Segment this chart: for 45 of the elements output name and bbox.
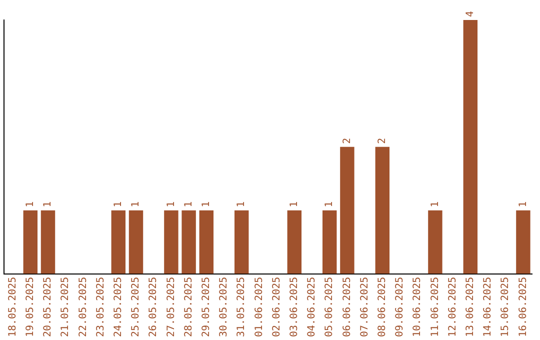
x-tick-label: 25.05.2025 <box>130 276 142 338</box>
x-tick-label: 27.05.2025 <box>166 276 177 338</box>
x-tick-label: 03.06.2025 <box>288 276 300 338</box>
x-tick-label: 10.06.2025 <box>412 276 424 338</box>
x-tick-label: 07.06.2025 <box>359 276 370 338</box>
x-tick-label: 09.06.2025 <box>394 276 406 338</box>
data-label: 1 <box>236 201 248 208</box>
data-label: 1 <box>130 201 142 208</box>
x-tick-label: 20.05.2025 <box>42 276 54 338</box>
x-tick-label: 16.06.2025 <box>518 276 529 338</box>
x-tick-label: 28.05.2025 <box>183 276 194 338</box>
x-tick-label: 24.05.2025 <box>112 276 124 338</box>
x-tick-label: 08.06.2025 <box>376 276 388 338</box>
data-label: 1 <box>430 201 441 208</box>
data-label: 4 <box>464 10 476 17</box>
x-tick-label: 31.05.2025 <box>236 276 248 338</box>
x-tick-label: 19.05.2025 <box>24 276 36 338</box>
x-tick-label: 01.06.2025 <box>254 276 265 338</box>
x-tick-label: 29.05.2025 <box>200 276 212 338</box>
data-label: 1 <box>200 201 212 208</box>
x-tick-label: 15.06.2025 <box>500 276 512 338</box>
data-label: 1 <box>112 201 124 208</box>
data-label: 1 <box>24 201 36 208</box>
x-tick-label: 26.05.2025 <box>148 276 160 338</box>
data-label: 1 <box>518 201 529 208</box>
x-tick-label: 06.06.2025 <box>342 276 353 338</box>
data-label: 1 <box>166 201 177 208</box>
x-tick-label: 30.05.2025 <box>218 276 230 338</box>
x-tick-label: 11.06.2025 <box>430 276 441 338</box>
data-label: 1 <box>324 201 336 208</box>
data-label: 1 <box>183 201 194 208</box>
data-label: 2 <box>342 138 353 144</box>
x-tick-label: 02.06.2025 <box>271 276 282 338</box>
x-tick-label: 23.05.2025 <box>95 276 106 338</box>
x-tick-label: 18.05.2025 <box>7 276 18 338</box>
data-label: 1 <box>42 201 54 208</box>
x-tick-label: 14.06.2025 <box>482 276 494 338</box>
x-tick-label: 21.05.2025 <box>60 276 72 338</box>
x-tick-label: 13.06.2025 <box>464 276 476 338</box>
x-tick-label: 05.06.2025 <box>324 276 336 338</box>
data-label: 1 <box>288 201 300 208</box>
x-tick-label: 22.05.2025 <box>78 276 89 338</box>
data-label: 2 <box>376 138 388 144</box>
x-tick-label: 04.06.2025 <box>306 276 318 338</box>
x-tick-label: 12.06.2025 <box>447 276 458 338</box>
